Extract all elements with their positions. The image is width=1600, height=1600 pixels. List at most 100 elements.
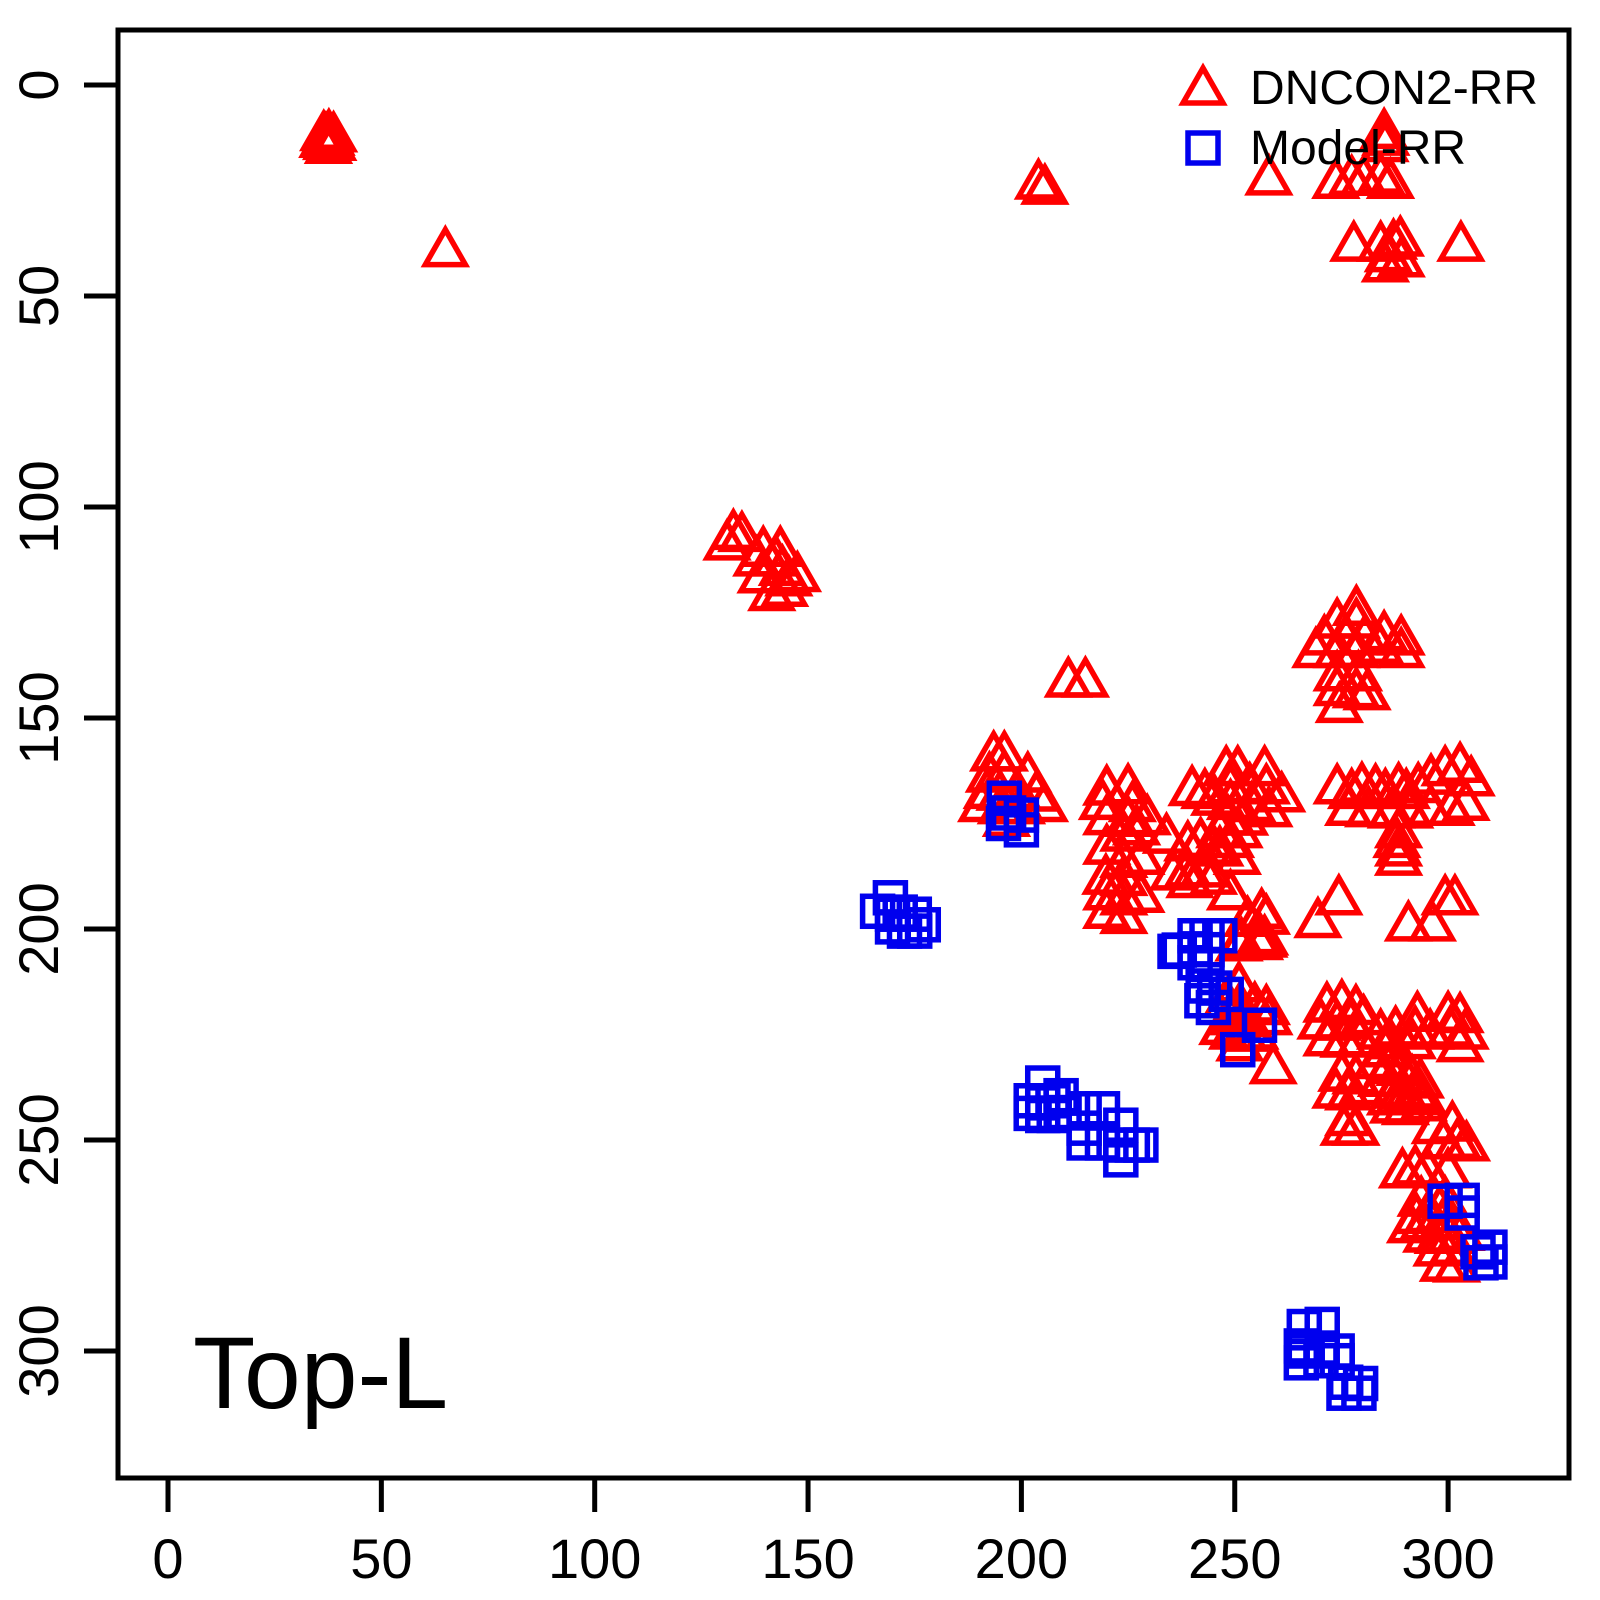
x-axis: 0 50 100 150 200 250 300: [152, 1478, 1495, 1590]
data-point-triangle: [1013, 156, 1064, 200]
data-point-triangle: [1314, 679, 1365, 724]
data-point-triangle: [1376, 624, 1426, 669]
data-point-triangle: [1239, 743, 1290, 787]
data-point-triangle: [1244, 152, 1294, 196]
data-point-triangle: [1248, 1041, 1298, 1085]
x-tick-label: 100: [548, 1527, 641, 1590]
data-point-triangle: [1116, 869, 1166, 913]
data-point-triangle: [1314, 872, 1364, 916]
data-point-triangle: [1311, 155, 1361, 199]
legend: DNCON2-RR Model-RR: [1178, 62, 1538, 175]
data-point-triangle: [1205, 867, 1256, 911]
data-point-triangle: [1319, 1102, 1369, 1146]
data-point-triangle: [1441, 777, 1491, 821]
data-point-triangle: [1430, 872, 1480, 916]
data-point-square: [1219, 1031, 1256, 1068]
data-point-square: [1460, 1234, 1496, 1270]
data-point-triangle: [1060, 654, 1111, 698]
data-point-square: [1463, 1245, 1499, 1281]
data-point-triangle: [1355, 620, 1405, 665]
x-tick-label: 0: [152, 1527, 183, 1590]
annotation-top-l: Top-L: [193, 1316, 448, 1430]
data-point-triangle: [702, 517, 752, 561]
data-point-triangle: [1342, 667, 1392, 711]
data-point-triangle: [1077, 776, 1128, 821]
plot-border: [115, 27, 1572, 1481]
data-point-triangle: [1241, 891, 1292, 935]
data-point-triangle: [1381, 765, 1432, 810]
data-point-triangle: [1441, 1118, 1492, 1162]
x-tick-label: 250: [1188, 1527, 1281, 1590]
y-tick-label: 200: [7, 882, 70, 975]
x-tick-label: 150: [761, 1527, 854, 1590]
data-point-triangle: [1380, 1081, 1431, 1126]
y-tick-label: 0: [7, 69, 70, 100]
data-point-triangle: [1365, 155, 1416, 199]
data-point-square: [1444, 1195, 1480, 1231]
x-tick-label: 50: [350, 1527, 412, 1590]
y-tick-label: 100: [7, 460, 70, 553]
y-tick-label: 300: [7, 1304, 70, 1397]
data-point-triangle: [1212, 831, 1263, 876]
data-point-triangle: [1244, 992, 1294, 1036]
data-point-triangle: [1390, 1003, 1440, 1047]
data-point-square: [1066, 1125, 1102, 1161]
data-point-triangle: [1020, 161, 1070, 205]
data-point-triangle: [1244, 784, 1294, 828]
data-point-triangle: [1165, 854, 1215, 899]
data-point-triangle: [1383, 898, 1434, 942]
legend-label-dncon2: DNCON2-RR: [1250, 62, 1538, 115]
data-point-triangle: [1360, 239, 1411, 283]
y-tick-label: 50: [7, 265, 70, 327]
data-point-triangle: [1426, 782, 1476, 827]
data-point-triangle: [1329, 218, 1379, 262]
data-point-triangle: [1099, 808, 1149, 852]
data-point-square: [1103, 1107, 1139, 1143]
data-point-triangle: [1407, 898, 1458, 942]
data-point-triangle: [1178, 62, 1228, 106]
data-point-triangle: [1376, 612, 1426, 656]
data-point-square: [1185, 130, 1221, 166]
data-point-square: [1283, 1345, 1320, 1381]
data-point-triangle: [1420, 743, 1470, 787]
data-point-triangle: [1214, 918, 1264, 962]
data-point-square: [896, 913, 933, 949]
data-point-triangle: [1293, 895, 1343, 939]
data-point-square: [1241, 1007, 1278, 1043]
data-point-triangle: [1373, 805, 1424, 849]
data-point-triangle: [1331, 582, 1382, 627]
data-point-square: [1208, 976, 1244, 1013]
data-point-triangle: [1373, 832, 1424, 876]
data-point-triangle: [1099, 890, 1149, 935]
data-point-triangle: [1398, 1078, 1449, 1122]
data-point-square: [1202, 918, 1238, 954]
data-point-triangle: [1338, 992, 1389, 1036]
y-tick-label: 150: [7, 671, 70, 764]
data-point-triangle: [1355, 150, 1406, 194]
data-point-triangle: [1377, 1145, 1428, 1189]
x-tick-label: 300: [1401, 1527, 1494, 1590]
y-axis: 0 50 100 150 200 250 300: [7, 69, 118, 1398]
series-model-rr: [859, 780, 1508, 1411]
data-point-triangle: [979, 728, 1030, 772]
series-dncon2-rr: [298, 105, 1496, 1283]
data-point-triangle: [747, 567, 797, 612]
data-point-triangle: [759, 563, 810, 608]
legend-label-model: Model-RR: [1250, 122, 1466, 175]
data-point-square: [1003, 812, 1040, 848]
legend-symbols: [1178, 62, 1228, 166]
data-point-square: [1341, 1375, 1377, 1411]
data-point-square: [1286, 1308, 1323, 1345]
data-point-square: [1184, 982, 1220, 1019]
data-point-triangle: [1141, 810, 1192, 854]
data-point-square: [905, 907, 942, 943]
data-point-square: [985, 805, 1022, 842]
data-point-triangle: [301, 110, 351, 154]
data-point-triangle: [1323, 1067, 1374, 1111]
data-point-square: [1066, 1091, 1102, 1127]
data-point-triangle: [1373, 823, 1424, 867]
data-point-triangle: [1435, 1019, 1485, 1063]
data-point-triangle: [1343, 784, 1394, 828]
y-tick-label: 250: [7, 1093, 70, 1186]
